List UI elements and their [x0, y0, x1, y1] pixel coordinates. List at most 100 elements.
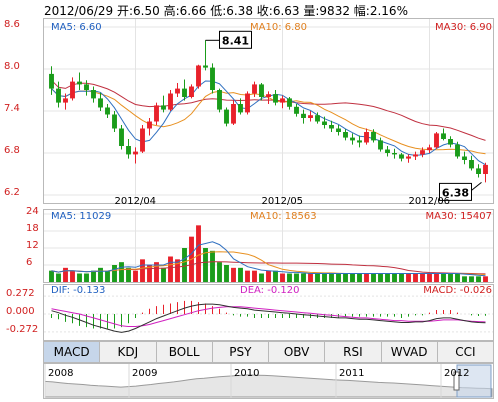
candle	[238, 98, 243, 115]
candle	[224, 107, 229, 127]
volume-bar	[140, 259, 145, 282]
candle-body	[315, 115, 320, 122]
tab-rsi[interactable]: RSI	[325, 342, 382, 362]
candle	[287, 97, 292, 110]
quote-header: 2012/06/29 开:6.50 高:6.66 低:6.38 收:6.63 量…	[44, 2, 408, 19]
candle-body	[448, 139, 453, 145]
tab-macd[interactable]: MACD	[44, 342, 101, 362]
candle-body	[266, 94, 271, 97]
high-label: 高:	[163, 4, 180, 18]
macd-panel[interactable]	[43, 284, 494, 341]
candle-body	[84, 84, 89, 90]
tab-kdj[interactable]: KDJ	[100, 342, 157, 362]
candle-body	[77, 81, 82, 85]
candle	[161, 95, 166, 113]
tab-obv[interactable]: OBV	[269, 342, 326, 362]
candle-body	[133, 151, 138, 155]
candle	[189, 84, 194, 99]
volume-bar	[455, 273, 460, 282]
candle-body	[455, 144, 460, 157]
volume-ma5-label: MA5: 11029	[51, 211, 112, 222]
volume-panel[interactable]	[43, 209, 494, 283]
volume-bar	[224, 265, 229, 282]
volume-bar	[399, 273, 404, 282]
volume-bar	[301, 273, 306, 282]
volume-chart	[44, 210, 493, 282]
candle	[196, 64, 201, 89]
volume-bar	[252, 270, 257, 282]
navigator-chart: 2008 2009 2010 2011 2012	[44, 364, 493, 398]
max-annotation-box	[219, 30, 252, 49]
candle	[112, 111, 117, 132]
volume-bar	[168, 256, 173, 282]
candle	[175, 83, 180, 97]
volume-bar	[476, 276, 481, 282]
volume-bar	[105, 270, 110, 282]
time-navigator[interactable]: 2008 2009 2010 2011 2012	[43, 363, 494, 399]
volume-bar	[462, 276, 467, 282]
min-annotation-line	[471, 182, 482, 191]
volume-bar	[385, 273, 390, 282]
candle	[448, 136, 453, 148]
volume-bar	[49, 270, 54, 282]
candle-body	[91, 90, 96, 99]
candle-body	[413, 154, 418, 157]
candle-body	[385, 149, 390, 153]
price-panel[interactable]: 8.41 6.38	[43, 18, 494, 204]
candle	[133, 147, 138, 164]
candle-body	[175, 88, 180, 94]
price-x-tick: 2012/04	[114, 196, 157, 207]
candle-body	[441, 133, 446, 139]
candle-body	[231, 104, 236, 124]
volume-bar	[392, 273, 397, 282]
volume-bar	[406, 273, 411, 282]
tab-cci[interactable]: CCI	[455, 345, 476, 359]
candle	[378, 137, 383, 152]
navigator-selection	[456, 364, 492, 398]
volume-y-tick: 24	[26, 206, 39, 217]
volume-bar	[126, 267, 131, 282]
tab-psy[interactable]: PSY	[213, 342, 269, 362]
close-value: 6.63	[272, 4, 300, 18]
volume-ma30-label: MA30: 15407	[425, 211, 492, 222]
candle-body	[70, 81, 75, 99]
candle-body	[147, 121, 152, 129]
tab-boll[interactable]: BOLL	[157, 342, 213, 362]
candle	[322, 116, 327, 129]
candle	[126, 139, 131, 159]
volume-bar	[273, 270, 278, 282]
candle	[140, 125, 145, 153]
price-y-tick: 7.4	[4, 103, 20, 114]
candle	[329, 120, 334, 132]
volume-ma5-line	[51, 241, 486, 277]
volume-bar	[63, 267, 68, 282]
volume-bar	[231, 267, 236, 282]
volume-bar	[259, 273, 264, 282]
tab-wvad[interactable]: WVAD	[382, 342, 438, 362]
price-y-tick: 6.8	[4, 145, 20, 156]
candle	[217, 88, 222, 113]
navigator-year-label: 2011	[339, 368, 364, 379]
navigator-year-label: 2009	[132, 368, 157, 379]
candle	[231, 100, 236, 125]
candle-body	[399, 154, 404, 159]
candle	[413, 151, 418, 160]
candle-body	[427, 147, 432, 151]
candle	[392, 148, 397, 159]
change-label: 幅:	[353, 4, 370, 18]
candle-body	[294, 106, 299, 114]
candle-body	[259, 84, 264, 97]
volume-bar	[217, 262, 222, 282]
candle-body	[126, 146, 131, 155]
candle	[245, 91, 250, 115]
price-x-tick: 2012/05	[261, 196, 304, 207]
candle-body	[476, 168, 481, 174]
candle	[252, 81, 257, 97]
min-annotation-value: 6.38	[442, 186, 469, 199]
volume-bar	[70, 270, 75, 282]
volume-bar	[294, 273, 299, 282]
price-ma5-label: MA5: 6.60	[51, 22, 102, 33]
volume-bar	[364, 273, 369, 282]
volume-bar	[245, 270, 250, 282]
candle-body	[252, 84, 257, 94]
